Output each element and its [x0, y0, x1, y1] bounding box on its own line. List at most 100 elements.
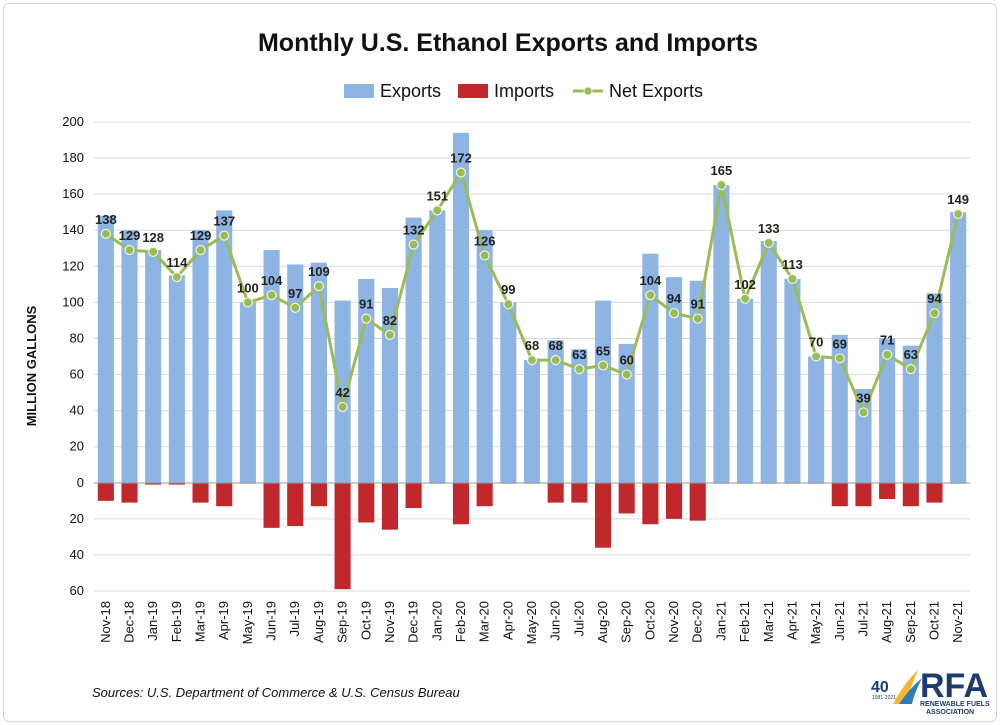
legend-marker-net-exports [583, 86, 593, 96]
net-exports-data-label: 126 [474, 233, 496, 248]
x-tick-label: Oct-21 [926, 601, 941, 640]
import-bar [594, 482, 612, 548]
x-tick-label: Nov-20 [666, 601, 681, 643]
net-exports-data-label: 97 [288, 286, 302, 301]
net-exports-point [953, 208, 964, 220]
x-tick-label: Sep-20 [619, 601, 634, 643]
x-tick-label: Sep-19 [335, 601, 350, 643]
export-bar [476, 230, 493, 483]
x-tick-label: Jan-21 [713, 601, 728, 641]
x-tick-label: May-21 [808, 601, 823, 644]
import-bar [547, 482, 564, 503]
x-tick-label: Mar-21 [761, 601, 776, 642]
x-tick-label: Oct-20 [642, 601, 657, 640]
net-exports-data-label: 69 [833, 336, 847, 351]
export-bar [547, 340, 564, 483]
net-exports-data-label: 109 [308, 264, 330, 279]
export-bar [97, 215, 114, 483]
export-bar [737, 298, 754, 483]
y-tick-label: 100 [62, 294, 84, 309]
net-exports-data-label: 68 [548, 338, 562, 353]
y-tick-label: 40 [70, 547, 84, 562]
x-axis-ticks: Nov-18 Dec-18 Jan-19 Feb-19 Mar-19 Apr-19 May-… [98, 601, 965, 644]
net-exports-point [290, 302, 301, 313]
net-exports-data-label: 82 [383, 313, 397, 328]
net-exports-point [811, 351, 822, 362]
x-tick-label: Nov-21 [950, 601, 965, 643]
import-bar [405, 482, 422, 509]
export-bar [500, 302, 517, 483]
y-tick-label: 20 [70, 439, 84, 454]
net-exports-point [550, 355, 561, 366]
import-bar [855, 482, 872, 507]
logo-anniversary: 40 [871, 679, 889, 696]
x-tick-label: Jun-21 [832, 601, 847, 641]
export-bar [902, 345, 919, 483]
net-exports-data-label: 63 [904, 347, 918, 362]
net-exports-point [455, 167, 467, 178]
import-bar [452, 482, 470, 525]
net-exports-data-label: 65 [596, 344, 610, 359]
logo-wave-icon [899, 678, 922, 704]
legend-swatch-exports [344, 84, 374, 98]
net-exports-point [739, 293, 751, 304]
export-bar [831, 334, 848, 483]
import-bar [334, 482, 351, 590]
export-bar [263, 250, 280, 483]
net-exports-point [668, 308, 680, 319]
export-bar [713, 185, 730, 483]
y-tick-label: 120 [62, 258, 84, 273]
import-bar [192, 482, 209, 503]
logo-years: 1981-2021 [872, 695, 896, 701]
export-bar [429, 210, 446, 483]
net-exports-data-label: 113 [782, 257, 803, 272]
net-exports-point [929, 308, 940, 319]
import-bar [476, 482, 493, 507]
y-tick-label: 160 [62, 186, 84, 201]
net-exports-point [787, 273, 798, 285]
import-bar [689, 482, 706, 521]
logo-name: RFA [920, 667, 988, 705]
net-exports-point [905, 364, 916, 375]
export-bar [239, 302, 256, 483]
export-bar [523, 360, 541, 483]
net-exports-point [100, 228, 111, 239]
import-bar [879, 482, 896, 500]
export-bar [145, 250, 162, 483]
x-tick-label: Feb-21 [737, 601, 752, 642]
export-bar [760, 241, 777, 483]
source-note: Sources: U.S. Department of Commerce & U… [92, 685, 460, 700]
import-bar [666, 482, 683, 519]
x-tick-label: May-19 [240, 601, 255, 644]
chart-frame [3, 3, 997, 722]
net-exports-point [763, 237, 774, 248]
y-tick-label: 40 [70, 403, 84, 418]
net-exports-point [834, 353, 845, 364]
x-tick-label: Feb-20 [453, 601, 468, 642]
x-tick-label: Oct-19 [358, 601, 373, 640]
net-exports-point [503, 299, 514, 310]
net-exports-line [100, 167, 964, 418]
net-exports-data-label: 100 [237, 280, 259, 295]
net-exports-point [432, 205, 443, 216]
net-exports-point [597, 360, 609, 371]
net-exports-data-label: 104 [640, 273, 662, 288]
net-exports-point [408, 239, 419, 250]
net-exports-data-label: 91 [359, 297, 373, 312]
y-tick-label: 0 [77, 475, 84, 490]
import-bar [926, 482, 943, 503]
net-exports-data-label: 128 [142, 230, 164, 245]
y-tick-label: 200 [62, 114, 84, 129]
net-exports-point [171, 272, 182, 283]
net-exports-data-label: 165 [711, 163, 733, 178]
net-exports-data-label: 42 [335, 385, 349, 400]
x-tick-label: Apr-19 [216, 601, 231, 640]
export-bar [808, 356, 825, 483]
net-exports-point [242, 297, 253, 308]
net-exports-data-label: 129 [119, 228, 141, 243]
import-bar [168, 482, 185, 485]
net-exports-data-label: 137 [213, 214, 235, 229]
